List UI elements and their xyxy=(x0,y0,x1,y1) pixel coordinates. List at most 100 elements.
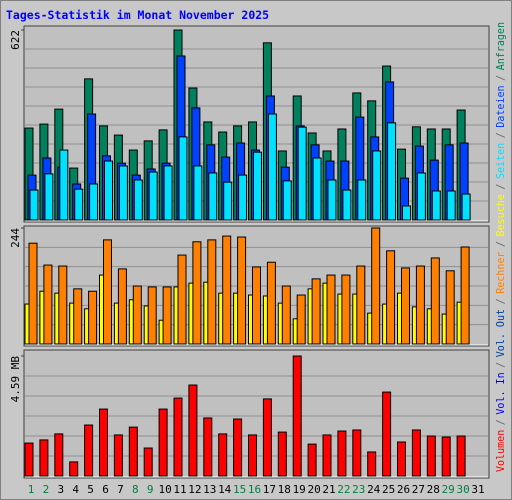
x-tick-label: 1 xyxy=(28,483,35,496)
y-tick-label: 622 xyxy=(9,30,22,50)
legend-separator: / xyxy=(494,241,507,247)
legend-separator: / xyxy=(494,184,507,190)
legend-entry: Rechner xyxy=(494,251,507,294)
bar xyxy=(143,447,153,477)
bar xyxy=(238,174,248,221)
bar xyxy=(89,183,99,221)
x-tick-label: 21 xyxy=(322,483,335,496)
bar xyxy=(178,136,188,221)
legend-entry: Volumen xyxy=(494,430,507,472)
legend-entry: Vol. In xyxy=(494,372,507,414)
x-tick-label: 6 xyxy=(102,483,109,496)
x-tick-label: 19 xyxy=(293,483,306,496)
x-tick-label: 12 xyxy=(188,483,201,496)
bar xyxy=(431,190,441,221)
bar xyxy=(277,431,287,477)
bar xyxy=(327,179,337,221)
bar xyxy=(297,126,307,221)
legend: Volumen / Vol. In / Vol. Out / Rechner / Besuche… xyxy=(494,22,507,472)
x-tick-label: 26 xyxy=(397,483,410,496)
bar xyxy=(39,439,49,477)
bar xyxy=(223,181,233,221)
bar xyxy=(233,418,243,477)
bar xyxy=(173,397,183,477)
x-tick-label: 11 xyxy=(173,483,186,496)
bar xyxy=(132,285,142,345)
bar xyxy=(252,266,261,345)
bar xyxy=(456,435,466,477)
bar xyxy=(441,436,451,477)
bar xyxy=(341,274,351,345)
bar xyxy=(382,391,392,477)
bar xyxy=(342,189,352,221)
legend-separator: / xyxy=(494,419,507,425)
bar xyxy=(103,239,112,345)
bar xyxy=(411,429,421,477)
x-tick-label: 17 xyxy=(263,483,276,496)
x-tick-label: 28 xyxy=(427,483,440,496)
bar xyxy=(337,430,347,477)
x-tick-label: 23 xyxy=(352,483,365,496)
bar xyxy=(266,261,276,345)
legend-entry: Seiten xyxy=(494,143,507,179)
legend-separator: / xyxy=(494,362,507,368)
bar xyxy=(307,443,317,477)
bar xyxy=(445,270,455,345)
bar xyxy=(372,150,382,221)
bar xyxy=(352,429,362,477)
bar xyxy=(54,433,64,477)
bar xyxy=(387,122,397,221)
bar xyxy=(415,265,425,345)
legend-separator: / xyxy=(494,132,507,138)
bar xyxy=(267,113,277,221)
legend-entry: Anfragen xyxy=(494,22,507,70)
bar xyxy=(253,151,262,221)
bar xyxy=(311,278,321,345)
x-tick-label: 29 xyxy=(442,483,455,496)
bar xyxy=(282,180,292,221)
x-tick-label: 4 xyxy=(72,483,79,496)
bar xyxy=(133,179,143,221)
bar xyxy=(99,408,108,477)
bar xyxy=(69,461,79,477)
x-tick-label: 20 xyxy=(307,483,320,496)
bar xyxy=(193,165,203,221)
x-tick-label: 9 xyxy=(147,483,154,496)
x-tick-label: 7 xyxy=(117,483,124,496)
x-tick-label: 5 xyxy=(87,483,94,496)
y-tick-label: 4.59 MB xyxy=(9,356,22,403)
bar xyxy=(401,267,410,345)
bar xyxy=(28,242,38,345)
bar xyxy=(73,288,83,345)
bar xyxy=(117,268,127,345)
chart-title: Tages-Statistik im Monat November 2025 xyxy=(6,8,269,22)
bar xyxy=(397,441,406,477)
bar xyxy=(177,254,187,345)
bar xyxy=(446,190,456,221)
bar xyxy=(147,286,157,345)
x-tick-label: 22 xyxy=(337,483,350,496)
bar xyxy=(426,435,436,477)
bar xyxy=(207,239,217,345)
bar xyxy=(188,384,198,477)
x-tick-label: 8 xyxy=(132,483,139,496)
bar xyxy=(402,205,411,221)
bar xyxy=(192,241,202,345)
bar xyxy=(43,264,53,345)
bar xyxy=(262,398,272,477)
bar xyxy=(128,426,138,477)
bar xyxy=(24,442,34,477)
bar xyxy=(386,250,396,345)
legend-separator: / xyxy=(494,75,507,81)
bar xyxy=(357,179,367,221)
bar xyxy=(208,172,218,221)
x-tick-label: 31 xyxy=(471,483,484,496)
bar xyxy=(29,189,39,221)
x-tick-label: 30 xyxy=(456,483,469,496)
bar xyxy=(416,172,426,221)
bar xyxy=(203,417,213,477)
x-tick-label: 14 xyxy=(218,483,232,496)
x-tick-label: 18 xyxy=(278,483,291,496)
bar xyxy=(248,434,257,477)
